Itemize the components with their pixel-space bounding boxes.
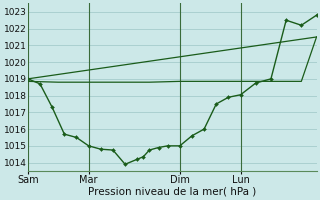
X-axis label: Pression niveau de la mer( hPa ): Pression niveau de la mer( hPa ) xyxy=(88,187,256,197)
